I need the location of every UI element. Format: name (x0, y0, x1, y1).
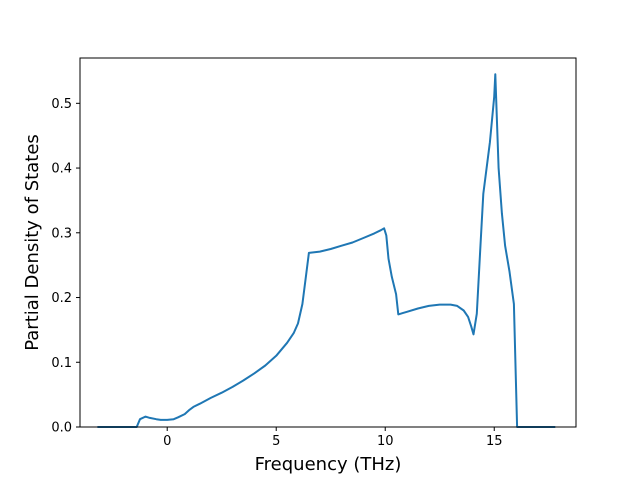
y-tick-label: 0.1 (51, 356, 72, 371)
y-tick-label: 0.3 (51, 226, 72, 241)
x-tick-label: 0 (163, 434, 171, 449)
x-tick-label: 15 (486, 434, 503, 449)
pdos-series-line (97, 73, 556, 428)
x-tick-label: 10 (377, 434, 394, 449)
series-lines (97, 73, 556, 428)
y-tick-label: 0.4 (51, 162, 72, 177)
y-tick-label: 0.2 (51, 291, 72, 306)
y-axis-ticks: 0.0 0.1 0.2 0.3 0.4 0.5 (51, 97, 80, 436)
x-axis-ticks: 0 5 10 15 (163, 427, 503, 449)
x-axis-label: Frequency (THz) (255, 454, 402, 475)
y-tick-label: 0.0 (51, 421, 72, 436)
y-axis-label: Partial Density of States (22, 134, 43, 351)
y-tick-label: 0.5 (51, 97, 72, 112)
plot-area-frame (79, 57, 577, 428)
x-tick-label: 5 (272, 434, 280, 449)
